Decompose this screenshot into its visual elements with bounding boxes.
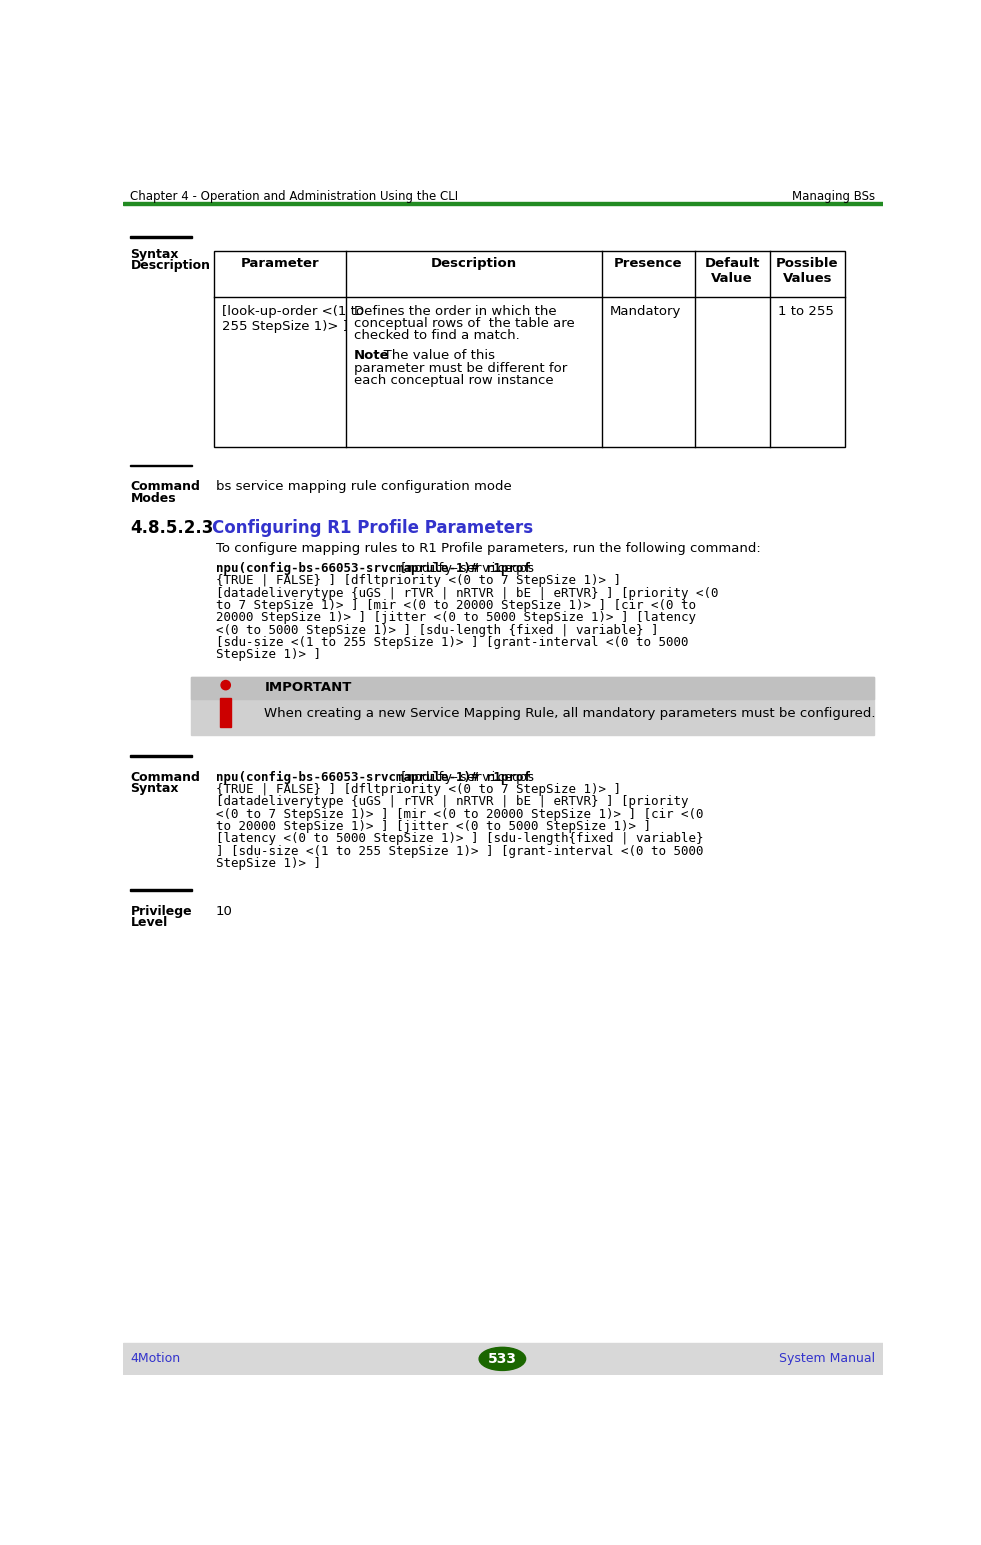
Text: Description: Description [431, 256, 517, 270]
Text: [modify-serviceqos: [modify-serviceqos [392, 771, 535, 783]
Text: 4Motion: 4Motion [130, 1352, 181, 1366]
Text: npu(config-bs-66053-srvcmaprule-1)# r1prof: npu(config-bs-66053-srvcmaprule-1)# r1pr… [216, 771, 531, 783]
Text: Presence: Presence [614, 256, 683, 270]
Text: Default
Value: Default Value [704, 256, 760, 284]
Text: each conceptual row instance: each conceptual row instance [353, 374, 553, 388]
Text: Command: Command [130, 480, 200, 493]
Text: <(0 to 7 StepSize 1)> ] [mir <(0 to 20000 StepSize 1)> ] [cir <(0: <(0 to 7 StepSize 1)> ] [mir <(0 to 2000… [216, 808, 703, 820]
Text: System Manual: System Manual [779, 1352, 875, 1366]
Text: StepSize 1)> ]: StepSize 1)> ] [216, 857, 321, 870]
Text: 533: 533 [488, 1352, 517, 1366]
Bar [123, 201, 883, 204]
Text: to 7 StepSize 1)> ] [mir <(0 to 20000 StepSize 1)> ] [cir <(0 to: to 7 StepSize 1)> ] [mir <(0 to 20000 St… [216, 599, 696, 612]
Text: Mandatory: Mandatory [609, 304, 681, 318]
Bar [214, 250, 845, 447]
Text: [latency <(0 to 5000 StepSize 1)> ] [sdu-length{fixed | variable}: [latency <(0 to 5000 StepSize 1)> ] [sdu… [216, 833, 703, 845]
Text: [sdu-size <(1 to 255 StepSize 1)> ] [grant-interval <(0 to 5000: [sdu-size <(1 to 255 StepSize 1)> ] [gra… [216, 637, 688, 649]
Text: IMPORTANT: IMPORTANT [265, 681, 352, 694]
Text: Chapter 4 - Operation and Administration Using the CLI: Chapter 4 - Operation and Administration… [130, 190, 458, 204]
Bar [191, 677, 874, 698]
Bar [130, 888, 192, 891]
Text: [look-up-order <(1 to
255 StepSize 1)> ]: [look-up-order <(1 to 255 StepSize 1)> ] [222, 304, 364, 332]
Text: To configure mapping rules to R1 Profile parameters, run the following command:: To configure mapping rules to R1 Profile… [216, 542, 760, 555]
Text: 10: 10 [216, 904, 232, 918]
Text: conceptual rows of  the table are: conceptual rows of the table are [353, 317, 574, 331]
Text: Defines the order in which the: Defines the order in which the [353, 304, 556, 318]
Text: Syntax: Syntax [130, 247, 179, 261]
Text: Parameter: Parameter [240, 256, 319, 270]
Bar [191, 677, 874, 735]
Text: Description: Description [130, 260, 210, 272]
Text: Possible
Values: Possible Values [776, 256, 839, 284]
Text: : The value of this: : The value of this [376, 349, 495, 363]
Ellipse shape [479, 1347, 526, 1370]
Bar [123, 1343, 883, 1375]
Text: [datadeliverytype {uGS | rTVR | nRTVR | bE | eRTVR} ] [priority: [datadeliverytype {uGS | rTVR | nRTVR | … [216, 796, 688, 808]
Ellipse shape [221, 680, 231, 689]
Text: Level: Level [130, 916, 168, 929]
Text: checked to find a match.: checked to find a match. [353, 329, 519, 343]
Text: 20000 StepSize 1)> ] [jitter <(0 to 5000 StepSize 1)> ] [latency: 20000 StepSize 1)> ] [jitter <(0 to 5000… [216, 612, 696, 624]
Text: {TRUE | FALSE} ] [dfltpriority <(0 to 7 StepSize 1)> ]: {TRUE | FALSE} ] [dfltpriority <(0 to 7 … [216, 575, 621, 587]
Text: When creating a new Service Mapping Rule, all mandatory parameters must be confi: When creating a new Service Mapping Rule… [265, 706, 876, 720]
Text: Configuring R1 Profile Parameters: Configuring R1 Profile Parameters [212, 519, 533, 536]
Text: bs service mapping rule configuration mode: bs service mapping rule configuration mo… [216, 480, 511, 493]
Text: to 20000 StepSize 1)> ] [jitter <(0 to 5000 StepSize 1)> ]: to 20000 StepSize 1)> ] [jitter <(0 to 5… [216, 820, 650, 833]
Text: Managing BSs: Managing BSs [792, 190, 875, 204]
Bar [130, 236, 192, 238]
Text: [modify-serviceqos: [modify-serviceqos [392, 562, 535, 575]
Text: <(0 to 5000 StepSize 1)> ] [sdu-length {fixed | variable} ]: <(0 to 5000 StepSize 1)> ] [sdu-length {… [216, 624, 658, 637]
Text: StepSize 1)> ]: StepSize 1)> ] [216, 649, 321, 661]
Bar [130, 465, 192, 467]
Text: Command: Command [130, 771, 200, 783]
Text: Modes: Modes [130, 491, 176, 505]
Text: 4.8.5.2.3: 4.8.5.2.3 [130, 519, 214, 536]
Text: 1 to 255: 1 to 255 [778, 304, 834, 318]
Text: [datadeliverytype {uGS | rTVR | nRTVR | bE | eRTVR} ] [priority <(0: [datadeliverytype {uGS | rTVR | nRTVR | … [216, 587, 718, 599]
Bar [130, 756, 192, 757]
Text: Note: Note [353, 349, 389, 363]
Text: Syntax: Syntax [130, 782, 179, 796]
Text: {TRUE | FALSE} ] [dfltpriority <(0 to 7 StepSize 1)> ]: {TRUE | FALSE} ] [dfltpriority <(0 to 7 … [216, 783, 621, 796]
Text: ] [sdu-size <(1 to 255 StepSize 1)> ] [grant-interval <(0 to 5000: ] [sdu-size <(1 to 255 StepSize 1)> ] [g… [216, 845, 703, 857]
Text: npu(config-bs-66053-srvcmaprule-1)# r1prof: npu(config-bs-66053-srvcmaprule-1)# r1pr… [216, 562, 531, 575]
Bar [221, 698, 232, 728]
Text: Privilege: Privilege [130, 904, 192, 918]
Text: parameter must be different for: parameter must be different for [353, 362, 567, 375]
